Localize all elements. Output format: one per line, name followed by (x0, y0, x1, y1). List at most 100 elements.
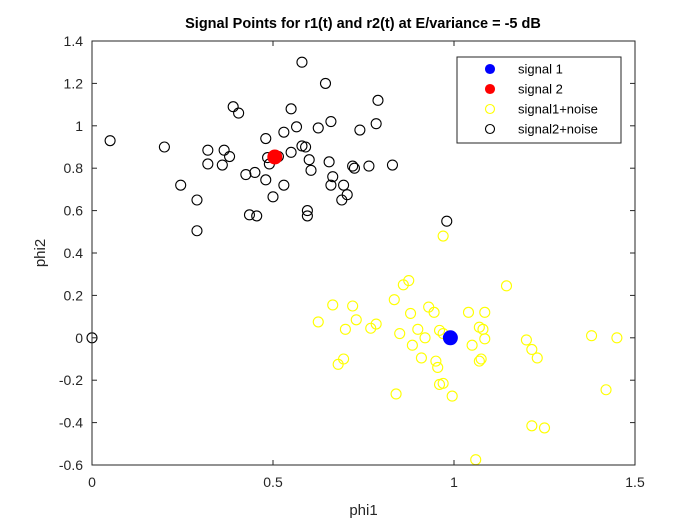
x-tick-label: 0.5 (263, 474, 283, 490)
legend-label: signal 2 (518, 82, 563, 97)
signal2-noise-point (260, 132, 272, 145)
ticks-layer: 0 0.5 1 1.5 -0.6 -0.4 -0.2 0 0.2 0.4 0.6 0.8 1 1.2 1.4 (59, 33, 645, 490)
legend-box (456, 56, 622, 144)
signal2-noise-point (158, 141, 170, 153)
signal-1-point (442, 330, 458, 346)
signal2-noise-point (300, 141, 312, 153)
x-tick-label: 1 (450, 474, 458, 490)
signal2-noise-point (325, 116, 337, 128)
legend-marker (484, 103, 496, 115)
signal1-noise-point (473, 355, 485, 367)
y-tick-label: 1.2 (64, 75, 84, 91)
legend-label: signal1+noise (518, 102, 598, 117)
y-tick-label: -0.2 (59, 372, 83, 388)
signal2-noise-point (267, 191, 279, 203)
signal2-noise-point (325, 179, 337, 191)
y-tick-label: 0.2 (64, 287, 84, 303)
signal2-noise-point (319, 77, 332, 89)
signal2-noise-point (296, 56, 308, 68)
signal1-noise-point (428, 306, 440, 318)
signal1-noise-point (586, 330, 598, 342)
signal1-noise-point (433, 324, 446, 336)
signal2-noise-point (278, 179, 290, 191)
signal1-noise-point (365, 322, 377, 334)
y-tick-label: 0.6 (64, 203, 84, 219)
signal2-noise-point (370, 118, 382, 130)
signal2-noise-point (305, 164, 317, 176)
signal-2-point (267, 149, 283, 165)
signal1-noise-point (538, 422, 551, 434)
y-tick-label: -0.4 (59, 415, 83, 431)
signal2-noise-point (260, 174, 272, 186)
signal2-noise-point (327, 171, 339, 183)
signal2-noise-point (336, 194, 348, 206)
legend: signal 1 signal 2 signal1+noise signal2+noi… (456, 56, 622, 144)
signal1-noise-point (415, 352, 427, 364)
y-axis-label: phi2 (32, 239, 49, 267)
y-tick-label: 0.8 (64, 160, 84, 176)
signal2-noise-point (216, 159, 228, 171)
y-tick-label: 0.4 (64, 245, 84, 261)
x-tick-label: 1.5 (625, 474, 645, 490)
signal1-noise-point (479, 333, 491, 345)
signal1-noise-point (526, 343, 538, 356)
signal1-noise-point (526, 420, 538, 432)
x-axis-label: phi1 (349, 502, 377, 519)
signal2-noise-point (243, 209, 256, 221)
signal1-noise-point (479, 306, 491, 318)
signal2-noise-point (202, 158, 214, 170)
signal1-noise-point (412, 323, 424, 335)
signal2-noise-point (338, 179, 350, 191)
signal2-noise-point (202, 144, 214, 156)
signal2-noise-point (285, 146, 297, 158)
signal2-noise-point (227, 101, 239, 113)
signal2-noise-point (104, 135, 116, 147)
y-tick-label: 0 (75, 330, 83, 346)
signal2-noise-point (278, 126, 290, 138)
signal1-noise-point (430, 355, 442, 367)
signal2-noise-point (303, 154, 315, 166)
signal2-noise-point (224, 150, 236, 163)
signal2-noise-point (363, 160, 375, 172)
legend-marker (484, 63, 496, 75)
signal2-noise-point (191, 194, 203, 206)
signal1-noise-point (339, 323, 351, 335)
signal2-noise-point (218, 144, 230, 156)
signal1-noise-point (433, 378, 446, 390)
signal2-noise-point (323, 156, 335, 168)
signal2-noise-point (441, 215, 453, 227)
signal2-noise-point (301, 210, 313, 222)
signal2-noise-point (233, 107, 245, 119)
signal2-noise-point (191, 225, 203, 237)
signal2-noise-point (347, 160, 359, 172)
signal1-noise-point (462, 306, 475, 318)
signal1-noise-point (394, 328, 406, 340)
signal1-noise-point (446, 390, 458, 402)
y-tick-label: 1 (75, 118, 83, 134)
legend-marker (484, 83, 496, 95)
signal2-noise-point (312, 122, 324, 134)
legend-label: signal2+noise (518, 122, 598, 137)
signal2-noise-point (285, 103, 297, 115)
signal2-noise-point (348, 162, 361, 174)
signal2-noise-point (240, 169, 252, 181)
signal2-noise-point (354, 124, 366, 136)
signal1-noise-point (405, 307, 417, 319)
signal2-noise-point (386, 159, 399, 171)
signal1-noise-point (432, 361, 444, 374)
signal1-noise-point (327, 299, 339, 311)
signal1-noise-point (611, 332, 623, 344)
signal1-noise-point (312, 316, 324, 328)
signal1-noise-point (350, 314, 362, 326)
x-tick-label: 0 (88, 474, 96, 490)
signal1-noise-point (406, 339, 418, 351)
signal1-noise-point (388, 294, 400, 306)
signal1-noise-point (520, 334, 532, 346)
signal1-noise-point (437, 230, 449, 242)
signal1-noise-point (332, 358, 344, 370)
signal1-noise-point (500, 280, 513, 292)
signal1-noise-point (397, 279, 409, 291)
y-tick-label: -0.6 (59, 457, 83, 473)
signal1-noise-point (466, 339, 478, 351)
